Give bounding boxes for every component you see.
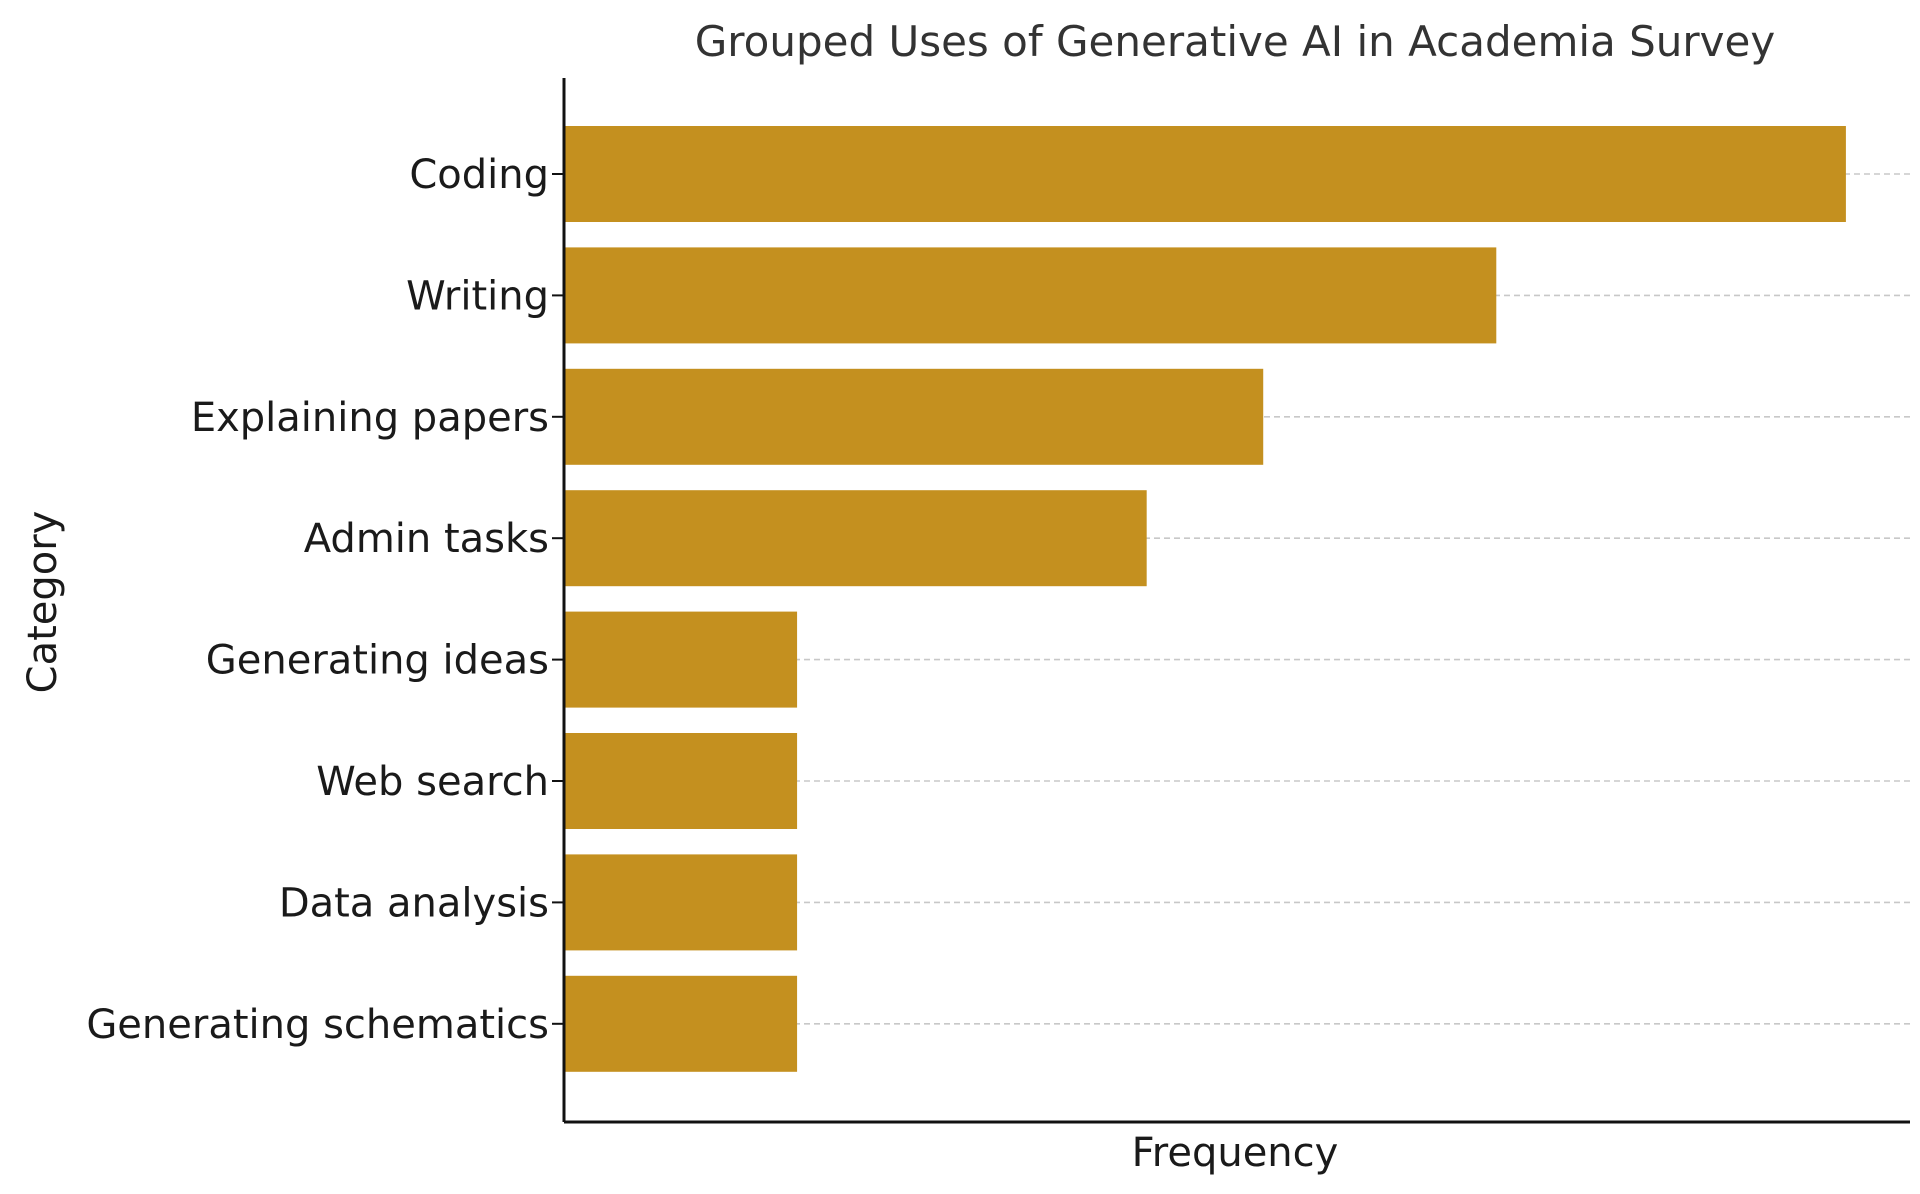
y-axis-label: Category — [20, 511, 66, 694]
bar-writing — [564, 247, 1497, 344]
y-tick-label-explaining-papers: Explaining papers — [191, 395, 549, 441]
bar-generating-ideas — [564, 611, 798, 708]
y-tick-label-web-search: Web search — [316, 759, 549, 805]
bars — [564, 126, 1846, 1072]
y-tick-label-generating-schematics: Generating schematics — [86, 1002, 549, 1048]
bar-data-analysis — [564, 854, 798, 951]
y-tick-labels: Coding Writing Explaining papers Admin task… — [86, 152, 549, 1048]
chart-title: Grouped Uses of Generative AI in Academi… — [695, 17, 1775, 66]
bar-admin-tasks — [564, 490, 1147, 587]
y-tick-label-generating-ideas: Generating ideas — [206, 638, 549, 684]
y-tick-label-admin-tasks: Admin tasks — [304, 516, 549, 562]
y-tick-label-writing: Writing — [406, 273, 549, 319]
bar-generating-schematics — [564, 975, 798, 1072]
bar-explaining-papers — [564, 368, 1264, 465]
y-tick-marks — [552, 173, 564, 1025]
y-tick-label-data-analysis: Data analysis — [279, 880, 549, 926]
y-tick-label-coding: Coding — [409, 152, 549, 198]
x-axis-label: Frequency — [1132, 1130, 1339, 1176]
bar-coding — [564, 126, 1846, 222]
bar-web-search — [564, 733, 798, 829]
